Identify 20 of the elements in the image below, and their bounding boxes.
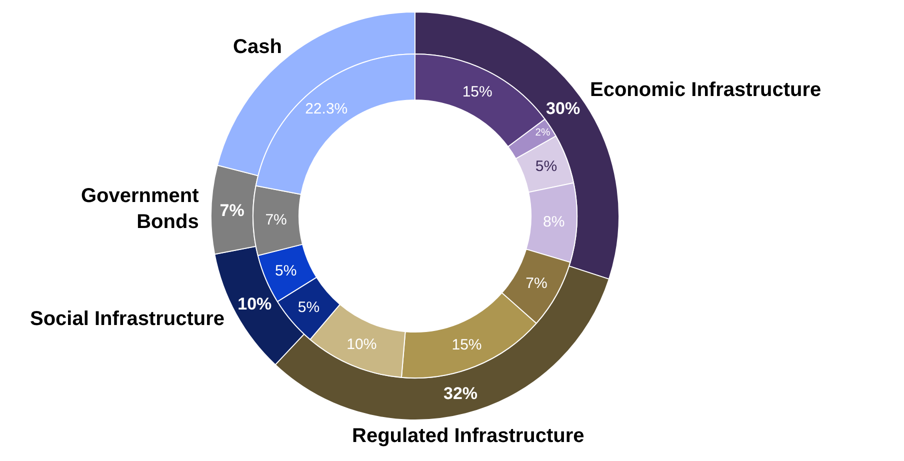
slice-label: Economic Infrastructure xyxy=(590,79,822,101)
data-label: 30% xyxy=(546,98,580,118)
slice-label: Regulated Infrastructure xyxy=(352,425,584,447)
data-label: 2% xyxy=(535,128,550,139)
data-label: 7% xyxy=(265,212,287,229)
data-label: 7% xyxy=(526,275,548,292)
slice-label: Cash xyxy=(233,36,282,58)
data-label: 15% xyxy=(462,83,492,100)
data-label: 7% xyxy=(220,200,244,220)
data-label: 5% xyxy=(535,158,558,175)
data-label: 22.3% xyxy=(305,100,348,118)
data-label: 5% xyxy=(274,262,297,280)
data-label: 10% xyxy=(238,294,272,314)
data-label: 8% xyxy=(543,213,565,230)
data-label: 32% xyxy=(443,384,478,403)
slice-label: Government Bonds xyxy=(81,185,200,233)
data-label: 5% xyxy=(298,299,320,316)
data-label: 15% xyxy=(452,336,482,354)
slice-label: Social Infrastructure xyxy=(30,308,225,330)
data-label: 10% xyxy=(346,336,377,353)
